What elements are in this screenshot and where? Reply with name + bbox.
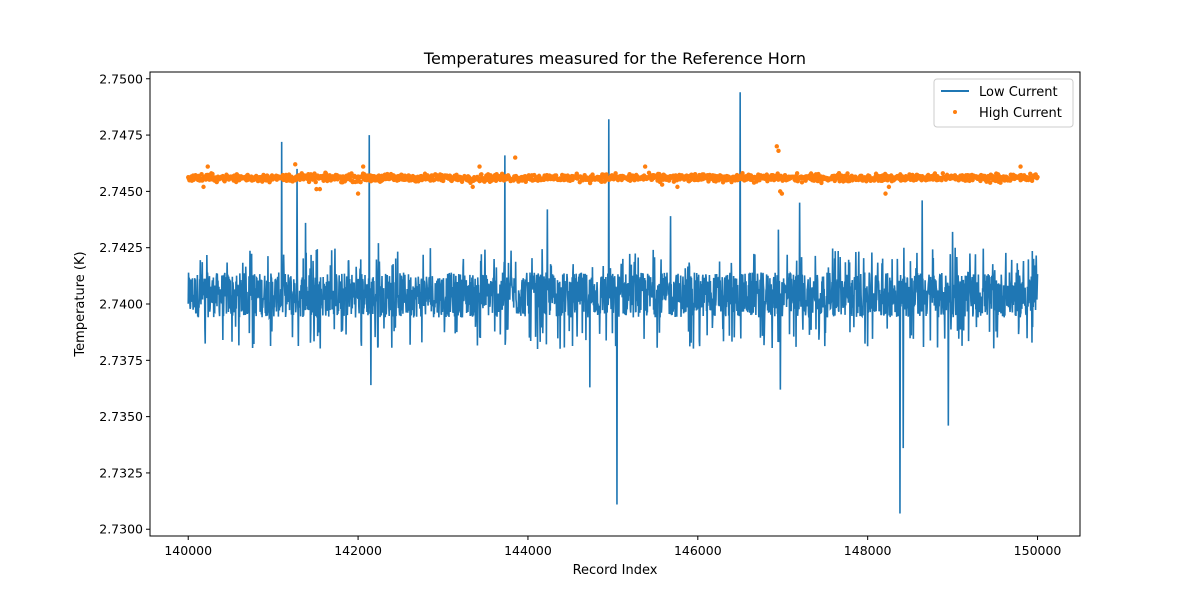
plot-area (149, 71, 1081, 537)
high-current-point (513, 155, 518, 160)
high-current-point (642, 164, 648, 169)
legend-marker-high-current (953, 110, 957, 114)
y-tick-label: 2.7325 (99, 465, 143, 480)
high-current-point (883, 191, 888, 196)
high-current-point (317, 186, 323, 192)
x-axis: 140000 142000 144000 146000 148000 150000 (164, 536, 1061, 558)
high-current-point (479, 172, 484, 177)
y-tick-label: 2.7475 (99, 128, 143, 143)
high-current-point (293, 162, 298, 167)
high-current-point (675, 184, 680, 190)
y-tick-label: 2.7375 (99, 353, 143, 368)
high-current-point (210, 171, 215, 177)
high-current-point (845, 171, 850, 176)
series-layer (186, 92, 1040, 514)
high-current-point (355, 191, 361, 196)
high-current-point (1035, 174, 1040, 180)
high-current-point (470, 184, 475, 190)
high-current-point (201, 184, 206, 190)
low-current-line (187, 92, 1039, 514)
x-axis-label: Record Index (573, 563, 658, 578)
high-current-point (553, 173, 559, 178)
y-tick-label: 2.7300 (99, 522, 143, 537)
high-current-point (613, 171, 618, 176)
high-current-point (313, 179, 318, 185)
y-tick-label: 2.7500 (99, 71, 143, 86)
high-current-point (358, 179, 363, 185)
chart-title: Temperatures measured for the Reference … (423, 49, 806, 68)
high-current-point (441, 178, 446, 184)
high-current-point (775, 171, 780, 176)
legend: Low Current High Current (933, 78, 1074, 128)
y-tick-label: 2.7450 (99, 184, 143, 199)
x-tick-label: 146000 (674, 543, 722, 558)
y-tick-label: 2.7400 (99, 297, 143, 312)
high-current-point (886, 184, 892, 190)
high-current-point (1018, 164, 1023, 169)
high-current-point (799, 180, 805, 185)
high-current-point (205, 164, 210, 169)
high-current-point (774, 144, 779, 149)
high-current-point (940, 171, 946, 176)
high-current-point (349, 171, 354, 176)
high-current-point (819, 180, 824, 186)
y-tick-label: 2.7350 (99, 409, 143, 424)
y-axis-label: Temperature (K) (73, 251, 88, 357)
x-tick-label: 140000 (164, 543, 212, 558)
high-current-point (590, 172, 595, 177)
high-current-point (477, 164, 482, 169)
high-current-point (776, 148, 781, 154)
high-current-point (1028, 171, 1033, 177)
high-current-point (998, 180, 1003, 185)
y-axis: 2.7300 2.7325 2.7350 2.7375 2.7400 2.7425 2.74… (99, 71, 150, 537)
high-current-point (779, 191, 785, 196)
high-current-point (757, 178, 762, 183)
high-current-point (360, 164, 366, 169)
x-tick-label: 148000 (844, 543, 892, 558)
x-tick-label: 144000 (504, 543, 552, 558)
high-current-point (740, 171, 745, 176)
x-tick-label: 150000 (1014, 543, 1062, 558)
high-current-point (794, 171, 800, 176)
high-current-point (987, 180, 993, 185)
legend-label-high-current: High Current (979, 106, 1062, 121)
high-current-point (314, 186, 319, 192)
high-current-point (659, 182, 665, 187)
legend-label-low-current: Low Current (979, 85, 1058, 100)
x-tick-label: 142000 (334, 543, 382, 558)
high-current-point (978, 178, 983, 184)
high-current-point (604, 172, 609, 177)
y-tick-label: 2.7425 (99, 240, 143, 255)
